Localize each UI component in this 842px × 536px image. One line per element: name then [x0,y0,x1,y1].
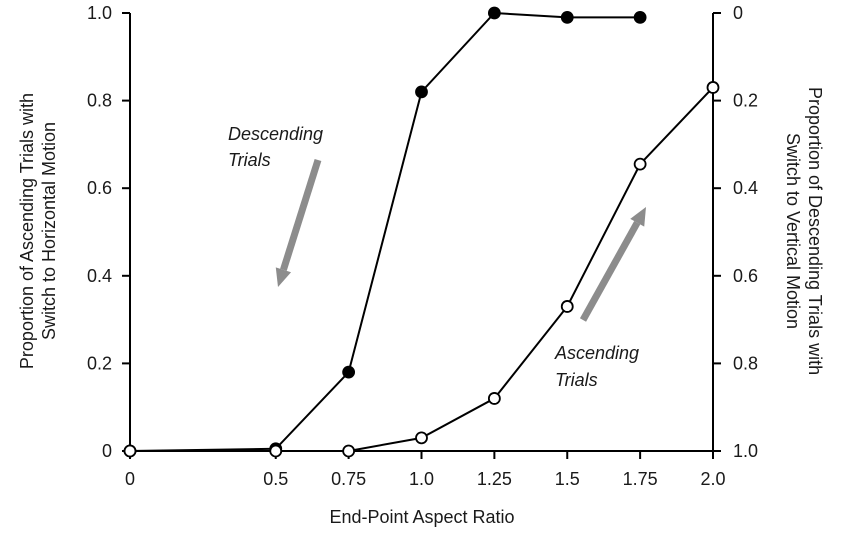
left-y-tick-label: 1.0 [87,3,112,23]
left-axis-label-line-2: Switch to Horizontal Motion [39,122,59,340]
x-tick-label: 1.5 [555,469,580,489]
right-axis-label-line-2: Switch to Vertical Motion [783,133,803,329]
left-axis-label-line-1: Proportion of Ascending Trials with [17,93,37,369]
series-group [123,6,720,458]
axis-labels: End-Point Aspect Ratio Proportion of Asc… [17,87,825,527]
right-y-tick-label: 0.6 [733,266,758,286]
series-1-point [633,10,647,24]
annotation-1-text: Trials [228,150,271,170]
left-y-tick-label: 0 [102,441,112,461]
annotation-1-text: Descending [228,124,323,144]
left-y-tick-label: 0.6 [87,178,112,198]
left-axis-label: Proportion of Ascending Trials with Swit… [17,93,59,369]
series-2-point [706,81,720,94]
annotation-2-arrow-head [630,207,646,227]
x-tick-label: 2.0 [700,469,725,489]
right-y-tick-label: 1.0 [733,441,758,461]
series-2-point [487,392,501,405]
annotation-1-arrow-shaft [280,158,322,271]
left-y-tick-label: 0.8 [87,91,112,111]
right-y-tick-label: 0.8 [733,353,758,373]
right-axis-label-line-1: Proportion of Descending Trials with [805,87,825,375]
right-y-tick-label: 0.2 [733,91,758,111]
series-2-point [560,300,574,313]
series-1-point [342,365,356,379]
series-2-point [633,157,647,171]
series-2-point [123,444,137,458]
x-tick-label: 0.75 [331,469,366,489]
x-tick-label: 0.5 [263,469,288,489]
x-tick-label: 0 [125,469,135,489]
series-1-point [487,6,501,20]
x-tick-label: 1.0 [409,469,434,489]
left-y-tick-label: 0.2 [87,353,112,373]
annotation-2-arrow-shaft [579,221,641,322]
series-2-point [342,444,356,458]
annotation-1-arrow-head [275,267,292,287]
series-2-point [269,444,283,458]
x-tick-label: 1.25 [477,469,512,489]
annotations: Descending Trials Ascending Trials [228,124,646,390]
annotation-2-text: Trials [555,370,598,390]
series-2-point [415,431,428,445]
right-y-tick-label: 0 [733,3,743,23]
series-2-line [130,86,714,452]
x-tick-label: 1.75 [623,469,658,489]
annotation-2-text: Ascending [554,343,639,363]
right-y-tick-label: 0.4 [733,178,758,198]
series-1-point [560,10,574,24]
left-y-tick-label: 0.4 [87,266,112,286]
axes: 0 0.5 0.75 1.0 1.25 1.5 1.75 2.0 0 0.2 0.4 0.6 0.8 1.… [87,3,758,489]
right-axis-label: Proportion of Descending Trials with Swi… [783,87,825,375]
x-axis-label: End-Point Aspect Ratio [329,507,514,527]
series-1-point [415,85,428,99]
